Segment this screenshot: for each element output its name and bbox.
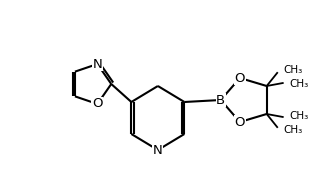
Text: O: O (235, 115, 245, 129)
Text: N: N (153, 144, 163, 156)
Text: O: O (92, 98, 103, 110)
Text: CH₃: CH₃ (289, 111, 309, 121)
Text: O: O (235, 71, 245, 84)
Text: CH₃: CH₃ (283, 125, 303, 135)
Text: N: N (92, 57, 102, 71)
Text: CH₃: CH₃ (289, 79, 309, 89)
Text: CH₃: CH₃ (283, 65, 303, 75)
Text: B: B (216, 93, 225, 107)
